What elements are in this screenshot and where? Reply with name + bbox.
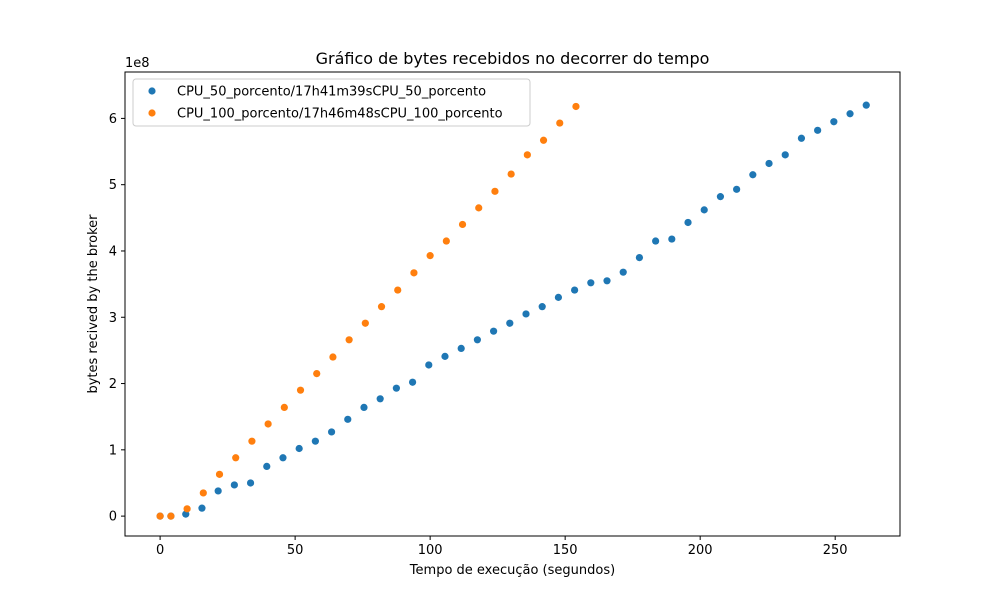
- data-point: [263, 462, 271, 470]
- x-axis: 0 50 100 150 200 250: [156, 536, 848, 558]
- x-tick-label: 100: [418, 543, 443, 558]
- data-point: [523, 151, 531, 159]
- data-point: [668, 235, 676, 243]
- data-point: [296, 386, 305, 394]
- data-point: [587, 279, 595, 287]
- data-point: [538, 303, 546, 311]
- data-point: [473, 336, 481, 344]
- data-point: [539, 136, 548, 144]
- legend-marker: [148, 87, 156, 95]
- data-point: [862, 101, 870, 109]
- x-tick-label: 250: [823, 543, 848, 558]
- data-point: [199, 489, 207, 497]
- data-point: [700, 206, 708, 214]
- data-point: [214, 487, 222, 495]
- data-point: [313, 370, 321, 378]
- data-point: [603, 277, 611, 285]
- data-point: [457, 344, 465, 353]
- y-tick-label: 6: [109, 112, 117, 127]
- data-point: [264, 420, 272, 428]
- x-tick-label: 200: [688, 543, 713, 558]
- data-point: [215, 470, 224, 478]
- data-point: [376, 395, 384, 403]
- data-point: [571, 286, 579, 294]
- data-point: [458, 220, 467, 229]
- data-point: [232, 454, 240, 462]
- series-layer: [156, 101, 870, 520]
- data-point: [652, 237, 660, 245]
- legend-label: CPU_50_porcento/17h41m39sCPU_50_porcento: [177, 85, 486, 100]
- data-point: [491, 187, 499, 195]
- data-point: [684, 218, 692, 227]
- data-point: [394, 286, 402, 294]
- data-point: [441, 352, 449, 360]
- data-point: [392, 384, 400, 392]
- y-tick-label: 3: [109, 311, 117, 326]
- data-point: [797, 134, 806, 142]
- plot-frame: [124, 71, 901, 537]
- y-axis-label: bytes recived by the broker: [86, 214, 101, 394]
- data-point: [198, 504, 206, 512]
- legend-marker: [148, 109, 156, 117]
- x-tick-label: 150: [553, 543, 578, 558]
- data-point: [279, 454, 287, 462]
- data-point: [230, 481, 238, 489]
- data-point: [377, 303, 386, 311]
- data-point: [475, 204, 483, 212]
- y-tick-label: 1: [109, 443, 117, 458]
- y-tick-label: 0: [109, 510, 117, 525]
- data-point: [507, 170, 515, 178]
- data-point: [506, 319, 514, 327]
- data-point: [183, 505, 191, 513]
- data-point: [295, 444, 303, 453]
- series-1: [156, 101, 870, 520]
- data-point: [248, 437, 256, 445]
- data-point: [749, 171, 757, 179]
- data-point: [311, 437, 319, 445]
- data-point: [572, 102, 580, 111]
- data-point: [814, 126, 822, 134]
- data-point: [716, 193, 725, 201]
- data-point: [846, 110, 854, 118]
- y-tick-label: 5: [109, 178, 117, 193]
- data-point: [425, 361, 433, 369]
- data-point: [733, 185, 741, 193]
- data-point: [280, 403, 288, 412]
- data-point: [361, 319, 369, 327]
- chart-title: Gráfico de bytes recebidos no decorrer d…: [316, 49, 710, 68]
- data-point: [522, 310, 530, 318]
- legend: CPU_50_porcento/17h41m39sCPU_50_porcento…: [132, 78, 531, 127]
- data-point: [360, 403, 368, 412]
- data-point: [635, 254, 644, 262]
- data-point: [830, 118, 838, 126]
- data-point: [554, 293, 563, 301]
- data-point: [556, 119, 564, 127]
- y-tick-label: 2: [109, 377, 117, 392]
- data-point: [426, 252, 434, 260]
- data-point: [765, 159, 773, 168]
- data-point: [345, 336, 353, 344]
- data-point: [167, 512, 175, 520]
- data-point: [408, 378, 417, 386]
- x-tick-label: 50: [287, 543, 304, 558]
- y-axis: 0 1 2 3 4 5 6: [109, 112, 125, 525]
- data-point: [327, 428, 336, 436]
- legend-label: CPU_100_porcento/17h46m48sCPU_100_porcen…: [177, 107, 503, 122]
- data-point: [329, 353, 337, 361]
- data-point: [619, 268, 627, 276]
- series-2: [156, 102, 580, 520]
- data-point: [781, 151, 789, 159]
- data-point: [246, 479, 255, 487]
- x-axis-label: Tempo de execução (segundos): [409, 563, 615, 578]
- data-point: [489, 327, 498, 335]
- data-point: [410, 269, 418, 277]
- x-tick-label: 0: [156, 543, 164, 558]
- data-point: [156, 512, 164, 520]
- y-tick-label: 4: [109, 244, 117, 259]
- data-point: [344, 415, 352, 423]
- y-scale-label: 1e8: [125, 56, 150, 71]
- legend-box: [132, 78, 531, 127]
- data-point: [442, 237, 450, 245]
